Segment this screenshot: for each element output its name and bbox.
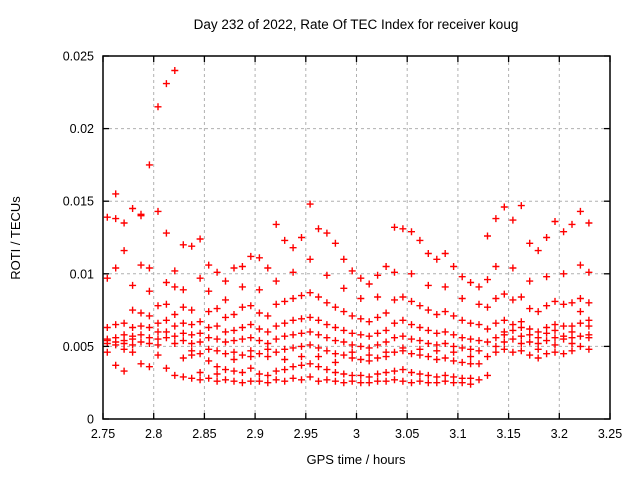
- x-tick-label: 2.85: [192, 427, 216, 441]
- x-tick-label: 3: [353, 427, 360, 441]
- scatter-points: [103, 67, 593, 388]
- x-tick-label: 3.2: [551, 427, 568, 441]
- x-tick-label: 3.1: [449, 427, 466, 441]
- plot-frame-and-ticks: [102, 55, 611, 420]
- x-tick-label: 2.8: [145, 427, 162, 441]
- x-tick-label: 3.25: [598, 427, 622, 441]
- y-tick-label: 0: [87, 413, 94, 427]
- y-tick-label: 0.015: [63, 195, 94, 209]
- gridlines: [103, 56, 610, 419]
- y-tick-label: 0.01: [70, 267, 94, 281]
- chart-title: Day 232 of 2022, Rate Of TEC Index for r…: [194, 17, 519, 32]
- x-tick-label: 3.05: [395, 427, 419, 441]
- y-tick-label: 0.02: [70, 122, 94, 136]
- x-axis-title: GPS time / hours: [307, 452, 406, 467]
- roti-series-markers: [103, 67, 593, 388]
- x-tick-label: 3.15: [496, 427, 520, 441]
- x-tick-label: 2.9: [246, 427, 263, 441]
- y-axis-title: ROTI / TECUs: [8, 196, 23, 280]
- x-tick-label: 2.75: [91, 427, 115, 441]
- x-tick-label: 2.95: [294, 427, 318, 441]
- y-tick-label: 0.005: [63, 340, 94, 354]
- tick-labels: 2.75 2.8 2.85 2.9 2.95 3 3.05 3.1 3.15 3.2 3.25 0 0.…: [63, 50, 622, 442]
- y-tick-label: 0.025: [63, 50, 94, 64]
